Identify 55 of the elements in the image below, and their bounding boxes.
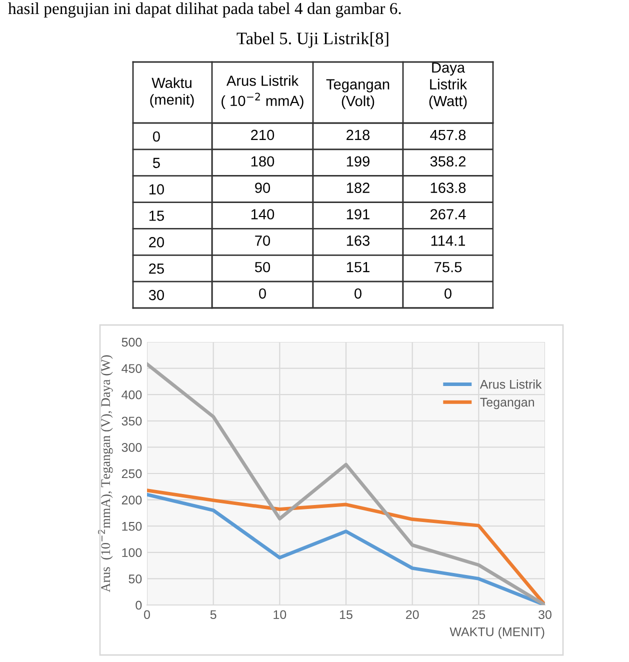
x-tick-label: 30 — [538, 610, 552, 620]
data-label: 70 — [255, 236, 270, 246]
data-label: 90 — [255, 182, 270, 193]
x-tick-label: 5 — [210, 610, 216, 620]
x-tick-label: Arus Listrik ( 10$^{−2}$ mmA) — [222, 75, 304, 109]
y-tick-label: 300 — [122, 443, 142, 452]
y-tick-label: 250 — [122, 469, 142, 478]
legend-label: Arus Listrik — [480, 380, 542, 389]
data-label: 182 — [346, 182, 370, 193]
y-tick-label: 0 — [136, 600, 142, 610]
y-tick-label: 30 — [148, 290, 164, 300]
y-tick-label: 100 — [122, 548, 142, 558]
chart-title: Tabel 5. Uji Listrik[8] — [236, 32, 388, 48]
data-label: 140 — [251, 209, 274, 220]
data-label: 218 — [346, 130, 370, 140]
data-label: 75.5 — [434, 262, 462, 272]
data-label: 0 — [259, 288, 266, 299]
y-tick-label: 500 — [122, 338, 142, 347]
y-tick-label: 15 — [149, 210, 164, 221]
data-label: 163 — [346, 236, 370, 246]
y-tick-label: 400 — [122, 390, 142, 400]
y-tick-label: 0 — [152, 131, 160, 142]
data-label: 199 — [346, 156, 370, 167]
data-label: 151 — [346, 262, 370, 272]
y-tick-label: 200 — [122, 496, 142, 504]
y-tick-label: 450 — [122, 364, 142, 373]
x-tick-label: 20 — [406, 610, 419, 620]
y-tick-label: 5 — [152, 158, 160, 168]
data-label: 210 — [251, 130, 274, 140]
y-tick-label: 350 — [122, 416, 142, 426]
y-tick-label: 25 — [149, 263, 164, 274]
y-tick-label: 10 — [149, 184, 164, 194]
y-axis-title: Waktu (menit) — [150, 77, 194, 108]
data-label: 50 — [254, 262, 270, 272]
x-axis-title: WAKTU (MENIT) — [450, 627, 544, 639]
y-axis-title: Arus (10$^{−2}$mmA), Tegangan (V), Daya (W) — [98, 355, 113, 592]
data-label: 0 — [354, 288, 362, 299]
data-label: 163.8 — [430, 182, 466, 193]
data-label: 358.2 — [430, 156, 466, 167]
x-tick-label: Tegangan (Volt) — [326, 79, 390, 110]
x-tick-label: 10 — [274, 610, 286, 620]
data-label: 0 — [444, 288, 452, 299]
data-label: 180 — [251, 156, 274, 167]
text: hasil pengujian ini dapat dilihat pada tabel 4 dan gambar 6. — [8, 2, 401, 18]
y-tick-label: 20 — [149, 237, 164, 248]
legend-label: Tegangan — [480, 398, 534, 410]
x-tick-label: 25 — [472, 610, 486, 620]
y-tick-label: 50 — [128, 574, 142, 584]
data-label: 457.8 — [430, 130, 466, 140]
data-label: 267.4 — [430, 209, 466, 220]
x-tick-label: Daya Listrik (Watt) — [429, 62, 468, 110]
x-tick-label: 15 — [340, 610, 352, 620]
data-label: 114.1 — [431, 236, 465, 246]
data-label: 191 — [346, 209, 370, 220]
y-tick-label: 150 — [122, 522, 142, 531]
